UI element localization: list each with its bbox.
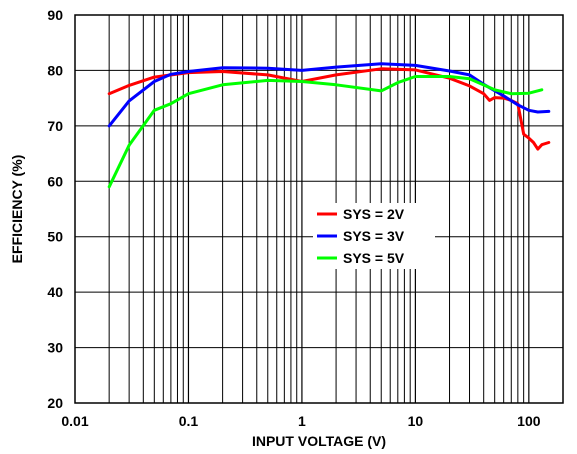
- series-line-sys-5v: [107, 75, 544, 189]
- y-tick-label: 70: [47, 118, 63, 134]
- y-tick-label: 60: [47, 173, 63, 189]
- legend: SYS = 2V SYS = 3V SYS = 5V: [313, 203, 435, 269]
- tick-layer: 0.01 0.1 1 10 100 20 30 40 50 60 70 80 90: [47, 7, 540, 429]
- y-tick-label: 90: [47, 7, 63, 23]
- series-layer: [107, 62, 551, 189]
- y-tick-label: 80: [47, 62, 63, 78]
- legend-label-sys-3v: SYS = 3V: [343, 228, 405, 244]
- x-tick-label: 100: [517, 413, 541, 429]
- x-tick-label: 10: [408, 413, 424, 429]
- x-tick-label: 0.1: [179, 413, 199, 429]
- y-tick-label: 50: [47, 229, 63, 245]
- plot-frame: [74, 14, 564, 404]
- y-tick-label: 40: [47, 284, 63, 300]
- legend-label-sys-2v: SYS = 2V: [343, 206, 405, 222]
- y-axis-label: EFFICIENCY (%): [9, 155, 25, 264]
- y-tick-label: 30: [47, 340, 63, 356]
- series-line-sys-3v: [107, 62, 551, 128]
- x-tick-label: 0.01: [61, 413, 88, 429]
- series-line-sys-2v: [107, 67, 551, 151]
- x-tick-label: 1: [298, 413, 306, 429]
- legend-label-sys-5v: SYS = 5V: [343, 250, 405, 266]
- y-tick-label: 20: [47, 395, 63, 411]
- x-axis-label: INPUT VOLTAGE (V): [252, 433, 386, 449]
